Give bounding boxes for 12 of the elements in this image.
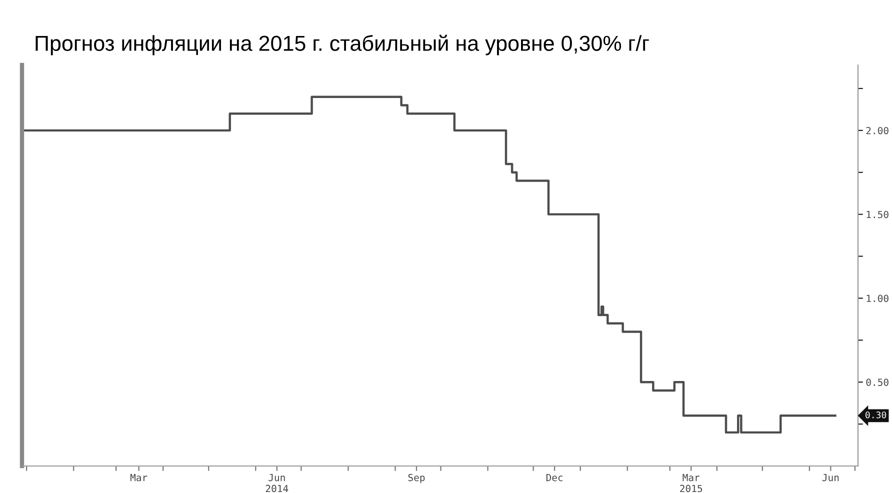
y-tick-label: 1.50 bbox=[866, 210, 888, 218]
y-tick-label: 2.00 bbox=[866, 126, 888, 134]
x-tick-label: Sep bbox=[408, 474, 425, 484]
x-tick-label: Dec bbox=[546, 474, 563, 482]
x-tick-label: Jun 2014 bbox=[266, 474, 288, 492]
x-tick-label: Mar 2015 bbox=[680, 474, 702, 492]
chart-title: Прогноз инфляции на 2015 г. стабильный на уровне 0,30% г/г bbox=[36, 34, 649, 56]
text: 0.30 bbox=[866, 411, 886, 418]
x-tick-label: Mar bbox=[130, 474, 148, 482]
x-tick-label: Jun bbox=[822, 474, 839, 482]
y-tick-label: 0.50 bbox=[866, 378, 888, 386]
y-tick-label: 1.00 bbox=[866, 294, 888, 302]
